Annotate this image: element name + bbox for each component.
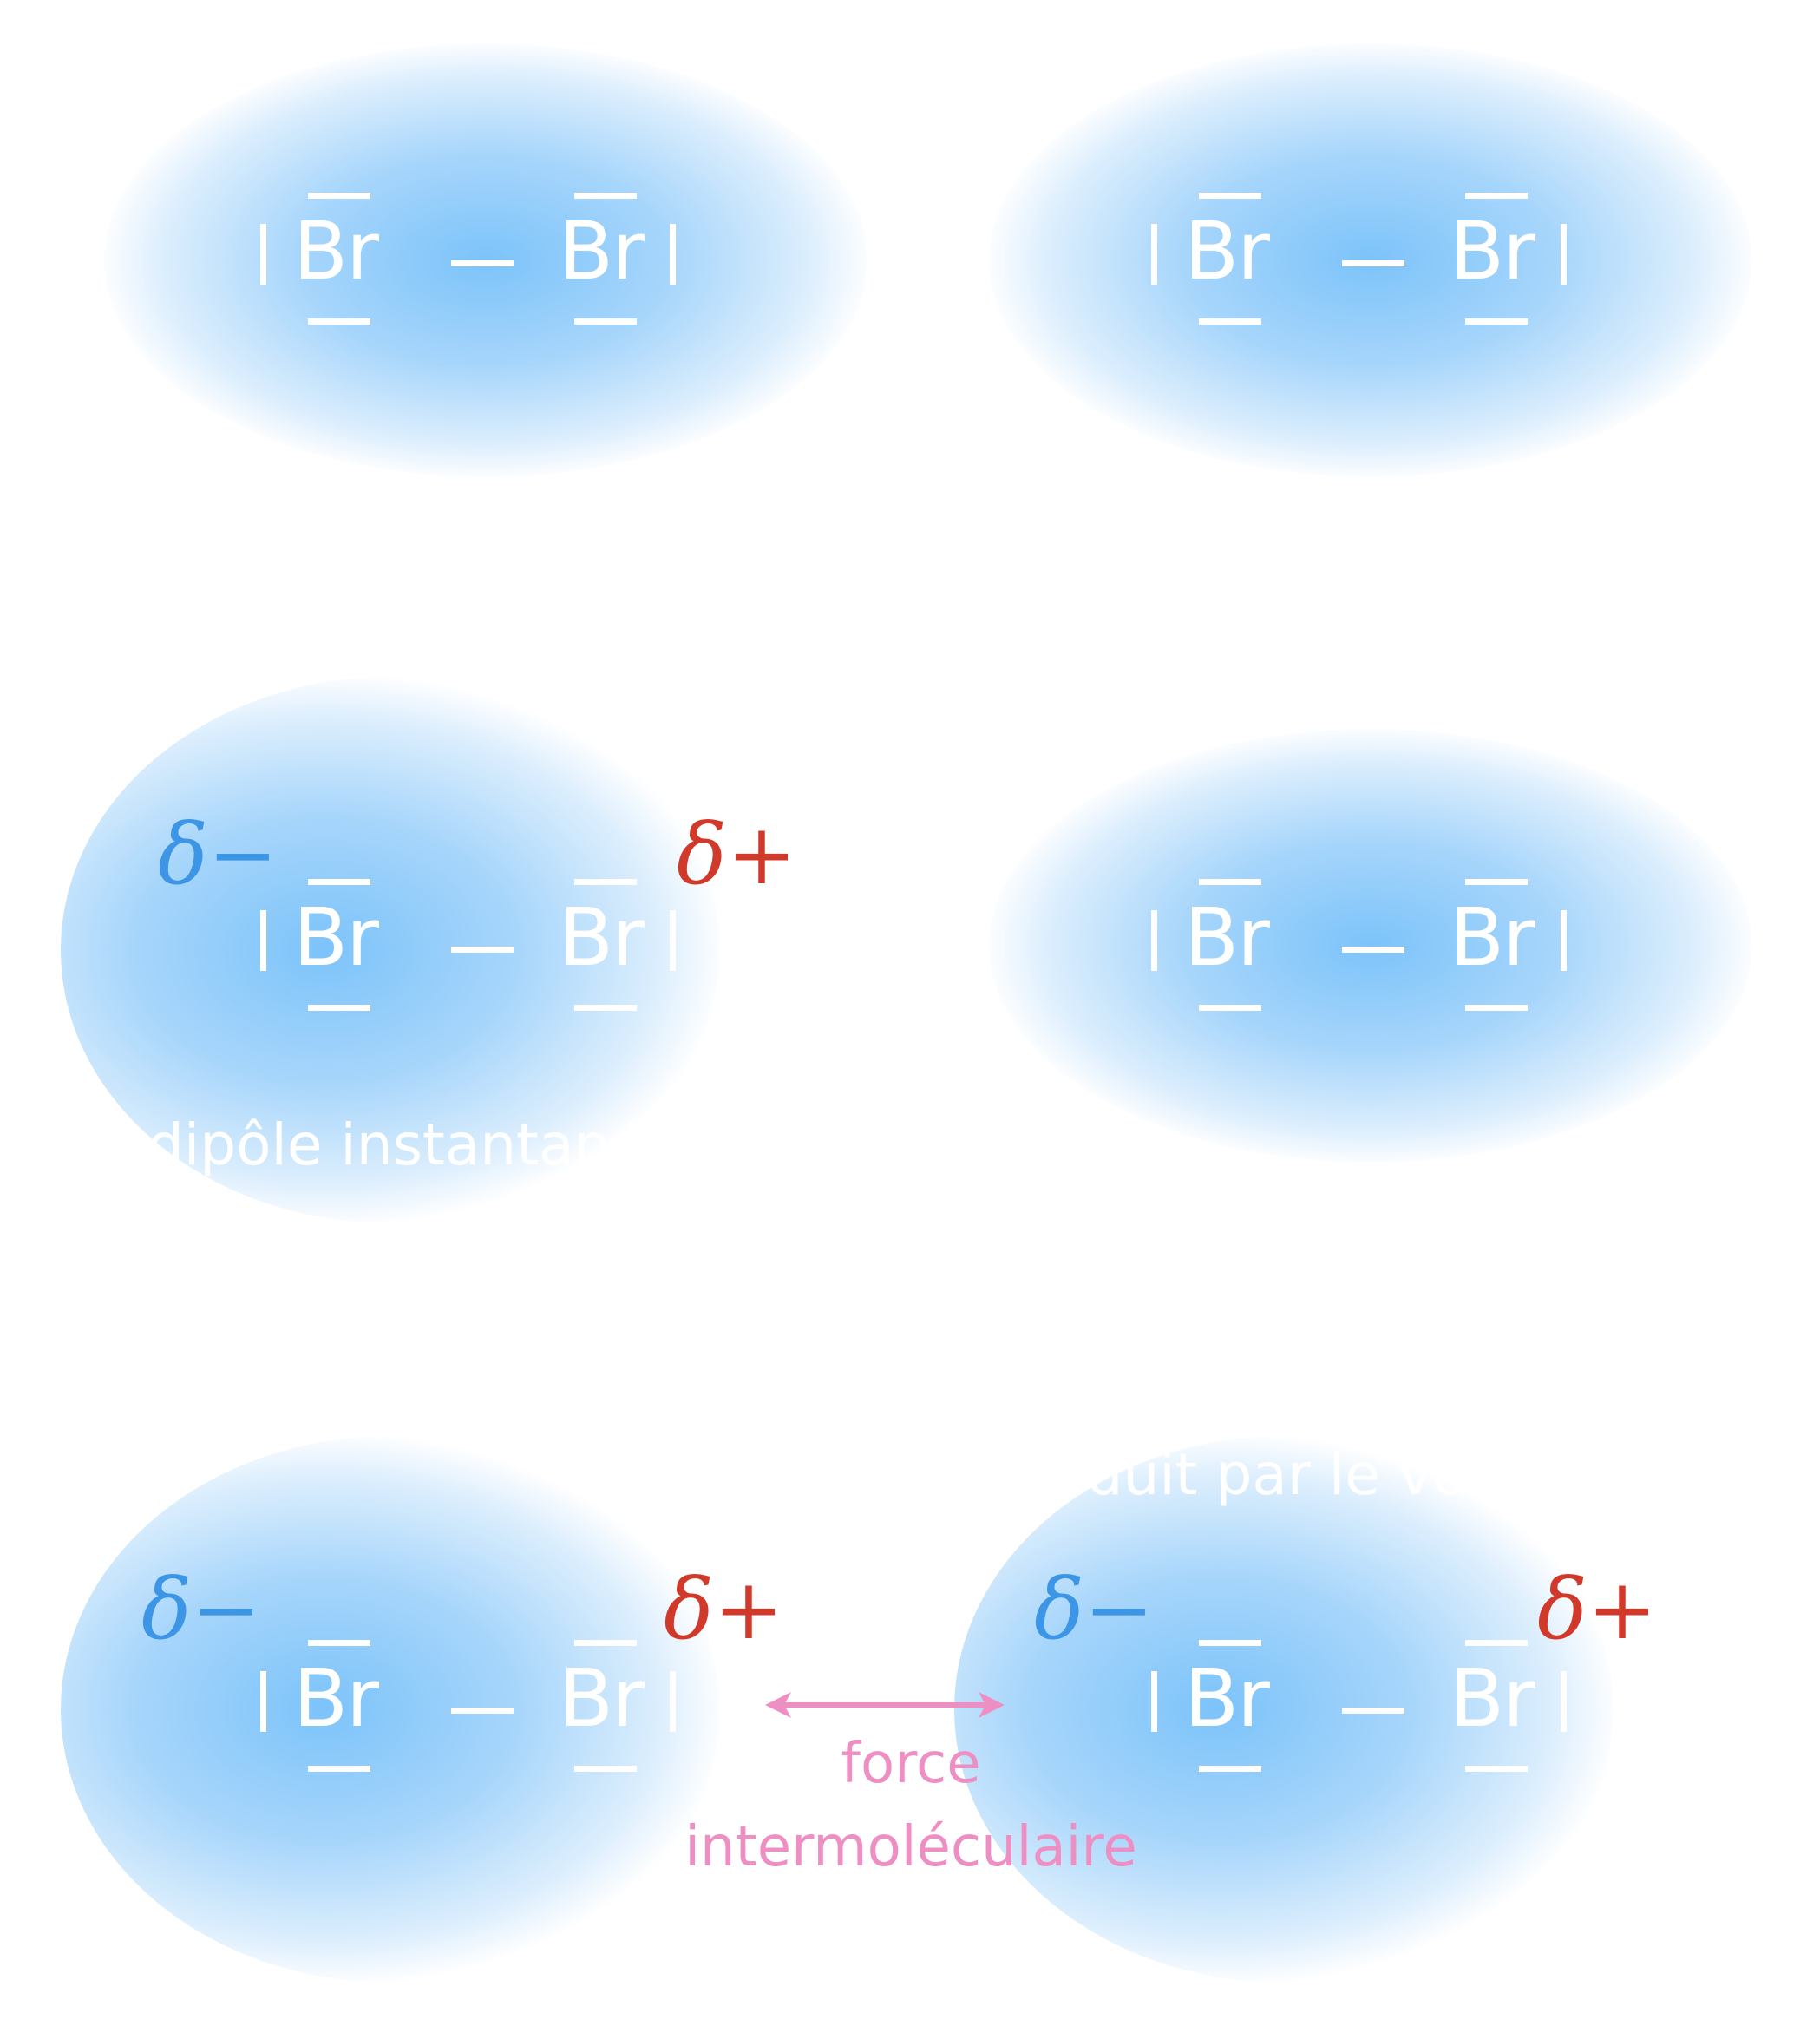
lone-pair-bottom <box>1199 1766 1261 1772</box>
br2-molecule: Br Br <box>1151 879 1602 1026</box>
lone-pair-top <box>574 1640 637 1646</box>
lone-pair-top <box>1199 879 1261 885</box>
lone-pair-bottom <box>1199 1005 1261 1011</box>
covalent-bond <box>1342 947 1404 953</box>
electron-cloud <box>989 729 1752 1163</box>
atom-symbol: Br <box>1450 205 1535 298</box>
lone-pair-left <box>1151 1671 1157 1732</box>
br2-molecule: Br Br <box>260 193 711 340</box>
lone-pair-left <box>260 1671 266 1732</box>
lone-pair-bottom <box>1199 318 1261 325</box>
force-label-line2: intermoléculaire <box>684 1815 1137 1879</box>
lone-pair-bottom <box>1465 318 1528 325</box>
caption-induced-dipole: dipôle induit par le voisin <box>841 1441 1566 1508</box>
atom-symbol: Br <box>1184 891 1270 984</box>
lone-pair-left <box>260 224 266 285</box>
partial-charge-negative: δ− <box>1034 1561 1155 1658</box>
partial-charge-negative: δ− <box>158 806 278 903</box>
atom-symbol: Br <box>1184 1652 1270 1745</box>
lone-pair-top <box>1199 1640 1261 1646</box>
lone-pair-top <box>1465 193 1528 199</box>
lone-pair-top <box>1199 193 1261 199</box>
lone-pair-right <box>670 1671 676 1732</box>
intermolecular-force-label: force intermoléculaire <box>607 1722 1214 1889</box>
br2-molecule: Br Br <box>1151 193 1602 340</box>
partial-charge-positive: δ+ <box>1537 1561 1658 1658</box>
lone-pair-left <box>260 910 266 971</box>
electron-cloud-polarized <box>954 1436 1614 1983</box>
atom-symbol: Br <box>1450 1652 1535 1745</box>
lone-pair-right <box>1561 1671 1567 1732</box>
lone-pair-top <box>1465 879 1528 885</box>
lone-pair-left <box>1151 224 1157 285</box>
double-headed-arrow-icon <box>765 1692 1005 1718</box>
covalent-bond <box>451 260 514 266</box>
lone-pair-top <box>574 193 637 199</box>
lone-pair-right <box>1561 910 1567 971</box>
lone-pair-right <box>1561 224 1567 285</box>
partial-charge-positive: δ+ <box>677 806 797 903</box>
atom-symbol: Br <box>293 891 379 984</box>
atom-symbol: Br <box>293 205 379 298</box>
electron-cloud-polarized <box>61 1436 720 1983</box>
atom-symbol: Br <box>293 1652 379 1745</box>
lone-pair-top <box>1465 1640 1528 1646</box>
lone-pair-bottom <box>308 1005 370 1011</box>
br2-molecule: Br Br <box>1151 1640 1602 1787</box>
caption-instantaneous-dipole: dipôle instantané <box>147 1111 645 1178</box>
lone-pair-right <box>670 910 676 971</box>
electron-cloud-polarized <box>61 677 720 1223</box>
lone-pair-bottom <box>574 1766 637 1772</box>
lone-pair-bottom <box>1465 1005 1528 1011</box>
force-label-line1: force <box>841 1732 981 1796</box>
br2-molecule: Br Br <box>260 1640 711 1787</box>
br2-molecule: Br Br <box>260 879 711 1026</box>
atom-symbol: Br <box>1450 891 1535 984</box>
lone-pair-bottom <box>308 318 370 325</box>
atom-symbol: Br <box>559 891 645 984</box>
lone-pair-top <box>308 193 370 199</box>
covalent-bond <box>1342 260 1404 266</box>
lone-pair-bottom <box>574 318 637 325</box>
partial-charge-negative: δ− <box>141 1561 262 1658</box>
atom-symbol: Br <box>559 205 645 298</box>
atom-symbol: Br <box>559 1652 645 1745</box>
lone-pair-bottom <box>574 1005 637 1011</box>
lone-pair-bottom <box>308 1766 370 1772</box>
partial-charge-positive: δ+ <box>664 1561 784 1658</box>
atom-symbol: Br <box>1184 205 1270 298</box>
covalent-bond <box>1342 1708 1404 1714</box>
lone-pair-left <box>1151 910 1157 971</box>
covalent-bond <box>451 1708 514 1714</box>
lone-pair-top <box>308 879 370 885</box>
lone-pair-top <box>308 1640 370 1646</box>
covalent-bond <box>451 947 514 953</box>
lone-pair-bottom <box>1465 1766 1528 1772</box>
lone-pair-top <box>574 879 637 885</box>
lone-pair-right <box>670 224 676 285</box>
